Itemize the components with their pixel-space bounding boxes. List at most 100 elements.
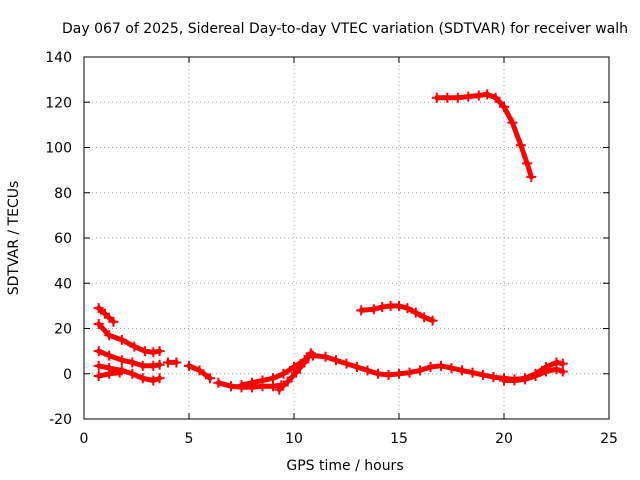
y-tick-label: 0 <box>63 367 72 383</box>
data-point-marker <box>154 373 165 384</box>
data-point-marker <box>108 316 119 327</box>
data-point-marker <box>104 330 115 341</box>
data-point-marker <box>478 369 488 380</box>
data-point-marker <box>274 384 285 395</box>
data-point-marker <box>137 360 148 371</box>
data-point-marker <box>226 381 236 392</box>
data-point-marker <box>184 360 194 371</box>
data-point-marker <box>515 140 526 151</box>
series-layer <box>93 89 568 395</box>
data-point-marker <box>291 367 302 378</box>
x-tick-label: 5 <box>185 431 194 447</box>
data-point-marker <box>541 366 551 377</box>
data-point-marker <box>268 373 278 384</box>
data-point-marker <box>507 117 518 128</box>
data-point-marker <box>116 355 127 366</box>
data-point-marker <box>436 360 446 371</box>
data-point-marker <box>93 303 104 314</box>
data-point-marker <box>522 158 533 169</box>
x-tick-label: 20 <box>495 431 513 447</box>
data-point-marker <box>129 341 140 352</box>
data-point-marker <box>385 300 396 311</box>
data-point-marker <box>257 375 268 386</box>
data-point-marker <box>148 360 159 371</box>
data-point-marker <box>446 363 457 374</box>
data-point-marker <box>148 375 159 386</box>
data-point-marker <box>93 318 104 329</box>
grid <box>84 57 609 419</box>
data-point-marker <box>320 351 331 362</box>
data-point-marker <box>93 371 104 382</box>
data-point-marker <box>482 89 493 100</box>
data-point-marker <box>154 346 165 357</box>
data-point-marker <box>282 376 293 387</box>
y-tick-label: 60 <box>54 231 72 247</box>
data-point-marker <box>410 307 421 318</box>
data-point-marker <box>163 357 173 368</box>
y-axis-label: SDTVAR / TECUs <box>6 181 22 296</box>
data-point-marker <box>557 366 568 377</box>
y-tick-label: 120 <box>45 95 72 111</box>
data-point-marker <box>278 368 289 379</box>
data-point-marker <box>93 360 104 371</box>
series-track-b <box>93 346 165 371</box>
y-tick-label: 140 <box>45 50 72 66</box>
tick-labels: 0 5 10 15 20 25 -20 0 20 40 60 80 100 120 140 <box>45 50 618 447</box>
data-point-marker <box>530 371 541 382</box>
x-axis-label: GPS time / hours <box>286 458 403 474</box>
data-point-marker <box>100 308 110 319</box>
series-track-k <box>499 364 568 386</box>
y-tick-label: 20 <box>54 322 72 338</box>
data-point-marker <box>236 380 247 391</box>
data-point-marker <box>499 375 509 386</box>
tick-marks <box>83 56 610 420</box>
data-point-marker <box>377 302 388 313</box>
series-track-d <box>93 367 125 382</box>
y-tick-label: 40 <box>54 276 72 292</box>
data-point-marker <box>467 367 478 378</box>
data-point-marker <box>490 92 501 103</box>
data-point-marker <box>139 346 150 357</box>
data-point-marker <box>526 171 537 182</box>
data-point-marker <box>419 312 430 323</box>
data-point-marker <box>137 373 148 384</box>
data-point-marker <box>431 92 442 103</box>
data-point-marker <box>307 350 318 361</box>
data-point-marker <box>362 365 373 376</box>
data-point-marker <box>205 373 215 384</box>
data-point-marker <box>341 358 352 369</box>
data-point-marker <box>427 315 438 326</box>
series-track-m <box>431 89 537 182</box>
data-point-marker <box>415 365 425 376</box>
data-point-marker <box>452 92 463 103</box>
series-track-e <box>163 357 182 368</box>
y-tick-label: -20 <box>49 412 72 428</box>
data-point-marker <box>93 346 104 357</box>
data-point-marker <box>352 361 362 372</box>
data-point-marker <box>104 368 115 379</box>
data-point-marker <box>356 305 367 316</box>
data-point-marker <box>116 334 127 345</box>
data-point-marker <box>394 368 404 379</box>
data-point-marker <box>194 365 205 376</box>
series-track-a-high <box>93 303 119 327</box>
data-point-marker <box>104 350 115 361</box>
y-tick-label: 80 <box>54 186 72 202</box>
data-point-marker <box>114 367 125 378</box>
series-track-l <box>356 300 438 326</box>
data-point-marker <box>488 372 499 383</box>
chart-title: Day 067 of 2025, Sidereal Day-to-day VTE… <box>62 21 628 37</box>
data-point-marker <box>368 304 379 315</box>
series-track-a-main <box>93 318 165 358</box>
data-point-marker <box>425 361 436 372</box>
data-point-marker <box>473 90 484 101</box>
data-point-marker <box>299 357 310 368</box>
series-track-i <box>274 348 316 395</box>
data-point-marker <box>394 300 404 311</box>
data-point-marker <box>154 359 165 370</box>
data-point-marker <box>442 92 453 103</box>
y-tick-label: 100 <box>45 141 72 157</box>
x-tick-label: 15 <box>390 431 408 447</box>
data-point-marker <box>289 361 299 372</box>
